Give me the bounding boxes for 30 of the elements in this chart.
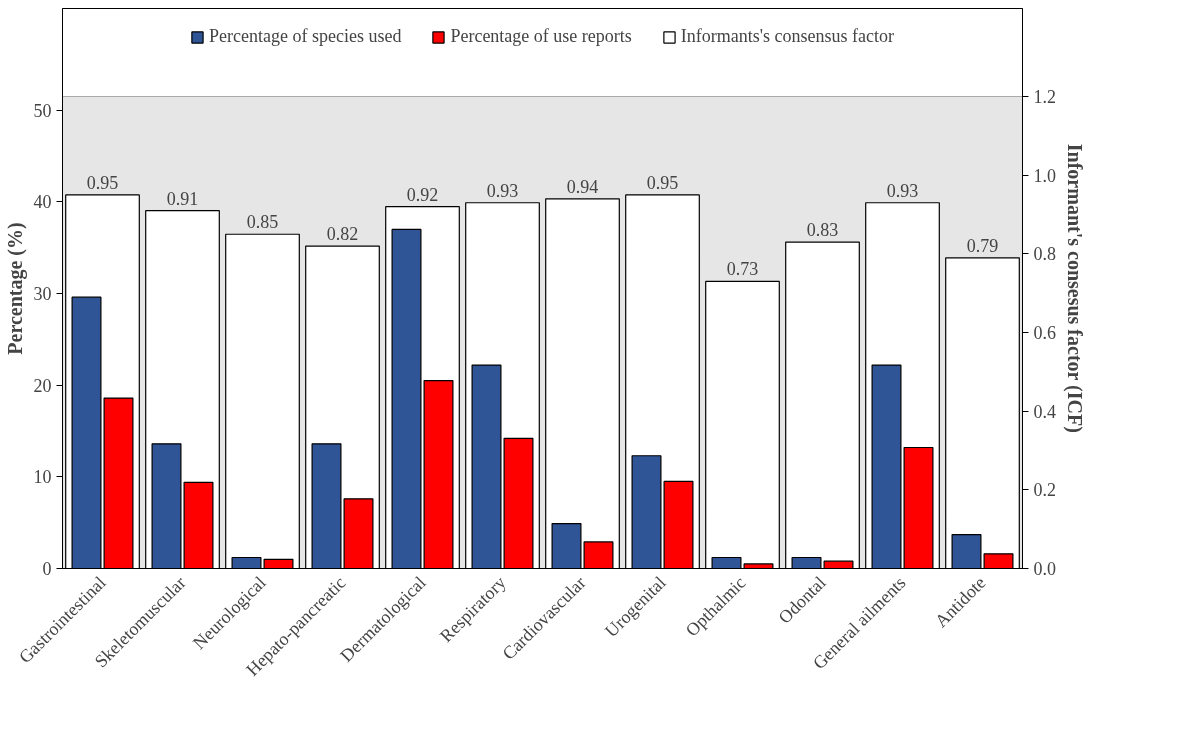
data-label: 0.83 bbox=[806, 220, 839, 241]
y-tick-label: 30 bbox=[33, 284, 52, 305]
data-label: 0.79 bbox=[966, 235, 999, 256]
data-label: 0.85 bbox=[246, 212, 279, 233]
y2-tick-label: 0.4 bbox=[1033, 401, 1056, 422]
y2-tick-label: 0.8 bbox=[1033, 244, 1056, 265]
data-label: 0.93 bbox=[886, 180, 919, 201]
data-label: 0.95 bbox=[86, 172, 119, 193]
legend-label: Informants's consensus factor bbox=[680, 26, 895, 47]
y-tick-label: 0 bbox=[42, 559, 52, 579]
y2-tick-label: 1.0 bbox=[1033, 165, 1056, 186]
y-tick-label: 20 bbox=[33, 375, 52, 396]
y2-tick-label: 0.0 bbox=[1033, 559, 1056, 579]
y2-tick-label: 0.2 bbox=[1033, 480, 1056, 501]
y2-tick-label: 1.2 bbox=[1033, 87, 1056, 108]
data-label: 0.82 bbox=[326, 224, 359, 245]
y-tick-label: 50 bbox=[33, 100, 52, 121]
y-tick-label: 10 bbox=[33, 467, 52, 488]
data-label: 0.93 bbox=[486, 180, 519, 201]
data-label: 0.94 bbox=[566, 176, 599, 197]
y-axis-title: Percentage (%) bbox=[3, 222, 27, 355]
data-label: 0.91 bbox=[166, 188, 199, 209]
y-tick-label: 40 bbox=[33, 192, 52, 213]
legend-label: Percentage of species used bbox=[208, 26, 402, 47]
data-label: 0.92 bbox=[406, 184, 439, 205]
data-label: 0.73 bbox=[726, 259, 759, 280]
y2-tick-label: 0.6 bbox=[1033, 323, 1056, 344]
legend-label: Percentage of use reports bbox=[450, 26, 632, 47]
y2-axis-title: Informant's consesus factor (ICF) bbox=[1063, 143, 1086, 433]
data-label: 0.95 bbox=[646, 172, 679, 193]
